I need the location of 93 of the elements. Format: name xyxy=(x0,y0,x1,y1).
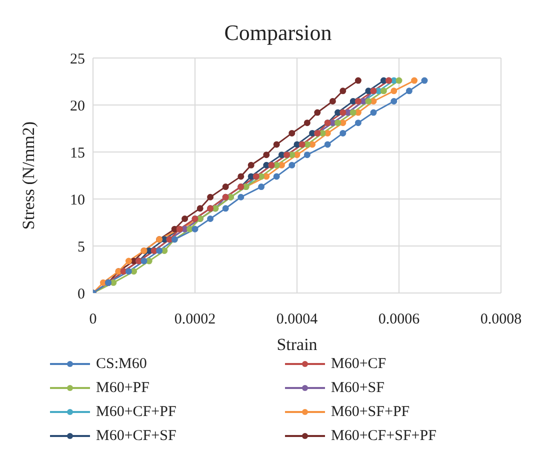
point xyxy=(222,205,229,212)
chart-title: Comparsion xyxy=(224,20,332,45)
point xyxy=(288,162,296,168)
point xyxy=(238,194,244,200)
legend-label: M60+CF+PF xyxy=(96,404,176,420)
point xyxy=(146,258,152,264)
point xyxy=(334,120,342,126)
point xyxy=(161,247,168,254)
point xyxy=(125,268,132,275)
point xyxy=(411,77,418,84)
x-tick-label: 0.0008 xyxy=(480,312,522,328)
point xyxy=(309,141,316,148)
point xyxy=(365,98,372,104)
point xyxy=(314,109,321,116)
point xyxy=(288,152,296,158)
x-tick-label: 0.0002 xyxy=(174,312,216,328)
point xyxy=(304,152,310,158)
point xyxy=(238,173,244,180)
legend-label: M60+CF+SF+PF xyxy=(331,428,436,444)
point xyxy=(370,98,377,104)
point xyxy=(273,173,280,180)
point xyxy=(258,173,265,180)
point xyxy=(110,279,117,286)
point xyxy=(278,152,285,158)
legend-label: M60+SF+PF xyxy=(331,404,410,420)
point xyxy=(294,152,300,158)
point xyxy=(140,258,148,264)
point xyxy=(171,226,178,232)
point xyxy=(354,77,362,84)
point xyxy=(273,162,280,168)
y-tick-label: 10 xyxy=(70,192,85,208)
point xyxy=(324,141,331,148)
point xyxy=(182,215,188,222)
point xyxy=(125,258,132,264)
point xyxy=(380,77,387,84)
legend-label: M60+CF xyxy=(331,356,386,372)
point xyxy=(334,109,342,116)
point xyxy=(354,98,362,104)
point xyxy=(340,120,346,126)
point xyxy=(365,88,372,94)
legend-label: M60+PF xyxy=(96,380,150,396)
point xyxy=(192,226,198,232)
y-tick-label: 5 xyxy=(78,239,85,256)
point xyxy=(304,141,310,148)
point xyxy=(278,162,285,168)
point xyxy=(288,130,296,136)
x-tick-label: 0.0004 xyxy=(276,312,318,328)
point xyxy=(390,88,398,94)
point xyxy=(354,109,362,116)
x-tick-label: 0 xyxy=(89,312,97,328)
point xyxy=(263,152,270,158)
point xyxy=(350,98,356,104)
y-tick-label: 25 xyxy=(70,51,85,68)
point xyxy=(304,120,310,126)
point xyxy=(248,173,254,180)
legend-label: M60+SF xyxy=(331,380,384,396)
point xyxy=(324,130,331,136)
point xyxy=(340,130,346,136)
y-axis-title: Stress (N/mm2) xyxy=(19,121,38,230)
point xyxy=(319,130,326,136)
point xyxy=(396,77,402,84)
point xyxy=(248,162,254,168)
legend-label: M60+CF+SF xyxy=(96,428,176,444)
point xyxy=(329,98,336,104)
point xyxy=(263,162,270,168)
y-tick-label: 0 xyxy=(78,286,85,302)
point xyxy=(207,194,214,200)
point xyxy=(370,109,377,116)
point xyxy=(263,173,270,180)
point xyxy=(350,109,356,116)
point xyxy=(130,268,138,275)
x-axis-title: Strain xyxy=(276,335,318,354)
point xyxy=(340,109,346,116)
point xyxy=(340,88,346,94)
point xyxy=(273,141,280,148)
point xyxy=(406,88,412,94)
y-tick-label: 15 xyxy=(70,145,85,162)
point xyxy=(222,184,229,190)
point xyxy=(354,120,362,126)
point xyxy=(294,141,300,148)
point xyxy=(390,98,398,104)
legend-label: CS:M60 xyxy=(96,356,147,372)
point xyxy=(380,88,387,94)
x-tick-label: 0.0006 xyxy=(378,312,420,328)
y-tick-label: 20 xyxy=(70,98,85,114)
point xyxy=(156,247,163,254)
point xyxy=(309,130,316,136)
point xyxy=(207,215,214,222)
point xyxy=(258,184,265,190)
point xyxy=(100,279,106,286)
point xyxy=(186,226,194,232)
point xyxy=(196,205,204,212)
point xyxy=(421,77,428,84)
